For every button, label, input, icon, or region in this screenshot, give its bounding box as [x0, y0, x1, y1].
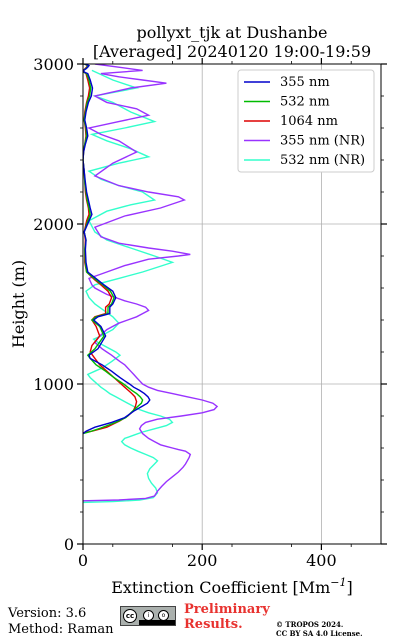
- legend-box: [237, 69, 375, 173]
- series-line-4: [83, 69, 175, 504]
- y-axis-label: Height (m): [9, 260, 28, 348]
- series-layer: [83, 64, 219, 504]
- y-tick-label: 2000: [33, 215, 74, 234]
- preliminary-line2: Results.: [184, 617, 243, 632]
- version-label: Version: 3.6: [8, 606, 87, 621]
- y-tick-label: 3000: [33, 55, 74, 74]
- x-tick-label: 400: [306, 551, 337, 570]
- legend-label: 355 nm (NR): [280, 134, 365, 149]
- legend-label: 1064 nm: [280, 114, 338, 129]
- cc-by-sa-badge-icon: cc i o: [120, 606, 176, 626]
- chart-title-line2: [Averaged] 20240120 19:00-19:59: [93, 42, 371, 61]
- y-tick-label: 1000: [33, 375, 74, 394]
- x-tick-label: 0: [78, 551, 88, 570]
- copyright-note: © TROPOS 2024. CC BY SA 4.0 License.: [276, 620, 363, 638]
- axis-ticks: 0 200 400 0 1000 2000 3000: [33, 55, 387, 570]
- series-line-1: [83, 64, 144, 435]
- copyright-line1: © TROPOS 2024.: [276, 620, 344, 629]
- x-tick-label: 200: [187, 551, 218, 570]
- series-line-0: [83, 64, 151, 435]
- copyright-line2: CC BY SA 4.0 License.: [276, 629, 363, 638]
- method-label: Method: Raman: [8, 622, 114, 637]
- legend-label: 532 nm (NR): [280, 153, 365, 168]
- chart-title-line1: pollyxt_tjk at Dushanbe: [136, 23, 327, 42]
- y-tick-label: 0: [64, 535, 74, 554]
- preliminary-results-note: Preliminary Results.: [184, 602, 270, 632]
- preliminary-line1: Preliminary: [184, 602, 270, 617]
- legend-label: 355 nm: [280, 75, 330, 90]
- chart: pollyxt_tjk at Dushanbe [Averaged] 20240…: [9, 23, 387, 597]
- x-axis-label: Extinction Coefficient [Mm−1]: [111, 576, 353, 597]
- legend-label: 532 nm: [280, 95, 330, 110]
- series-line-2: [83, 64, 138, 434]
- legend: 355 nm 532 nm 1064 nm 355 nm (NR) 532 nm (NR…: [237, 69, 375, 173]
